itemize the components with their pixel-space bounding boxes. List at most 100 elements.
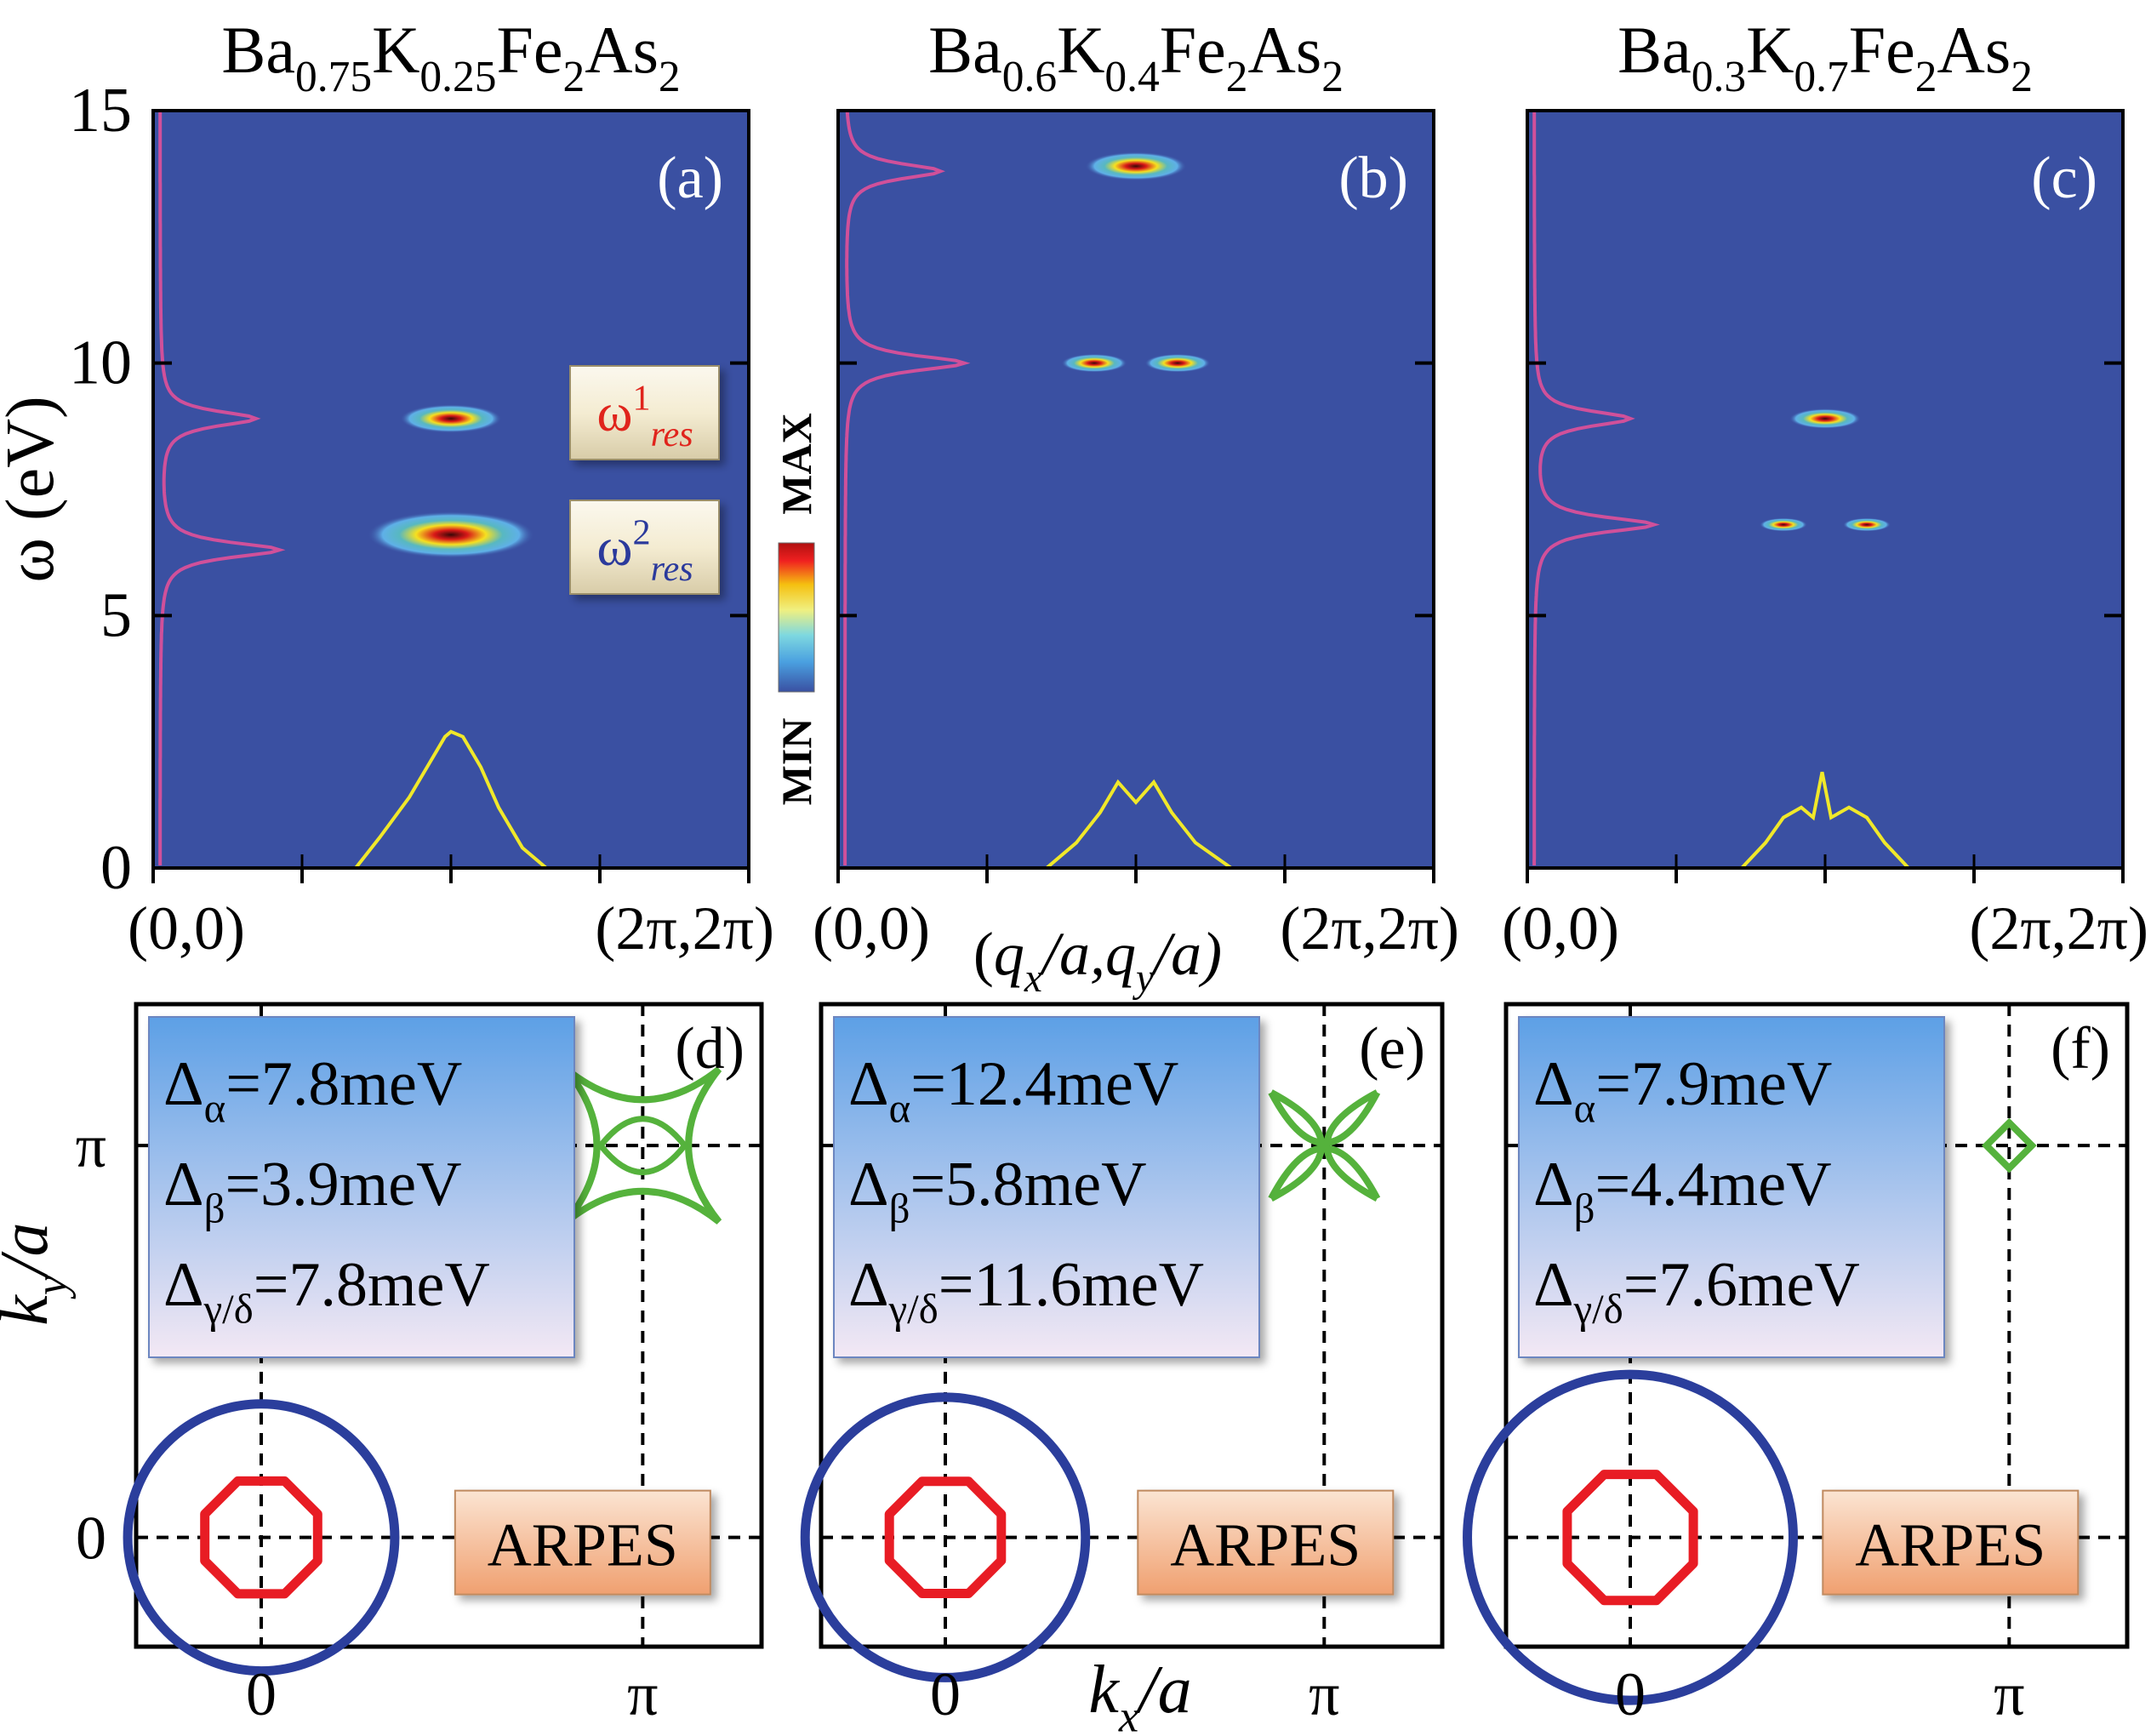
gap-value-part: =4.4meV [1595, 1150, 1831, 1219]
panel-title-part: 0.75 [295, 53, 372, 101]
colorbar: MAX MIN [773, 413, 820, 805]
gap-value: Δγ/δ=7.8meV [163, 1250, 490, 1333]
colorbar-min-label: MIN [773, 718, 820, 806]
panel-title-part: 2 [1226, 53, 1248, 101]
heatmap-bg [153, 111, 749, 868]
top-panel-1: Ba0.75K0.25Fe2As2(a)(0,0) (2π,2π) [128, 13, 774, 962]
panel-title-part: Ba [1618, 13, 1692, 87]
q-axis-label-part: q [1105, 920, 1136, 988]
colorbar-max-label-part: MAX [773, 413, 820, 514]
gap-value-part: =7.8meV [225, 1049, 462, 1119]
arpes-label: ARPES [1855, 1511, 2045, 1579]
panel-label-part: (c) [2031, 146, 2097, 211]
panel-title-part: 2 [563, 53, 585, 101]
fermi-surface-blue [123, 1399, 400, 1676]
legend-box [569, 500, 720, 595]
panel-title: Ba0.75K0.25Fe2As2 [221, 13, 680, 101]
x-tick-label-part: 0 [930, 1660, 961, 1728]
panel-label-part: (b) [1338, 146, 1408, 211]
gap-value-part: =5.8meV [910, 1150, 1146, 1219]
gap-value-part: α [1574, 1085, 1596, 1132]
x-tick-label: 0 [246, 1660, 277, 1728]
panel-title-part: As [585, 13, 659, 87]
kx-axis-label-part: k [1088, 1653, 1120, 1727]
y-tick-label: 5 [100, 580, 132, 650]
spectral-line [843, 110, 971, 865]
fermi-surface-blue [800, 1392, 1091, 1682]
panel-title-part: 2 [2011, 53, 2033, 101]
resonance-spot [368, 511, 534, 558]
spectral-line [158, 111, 286, 865]
gap-value-part: Δ [848, 1049, 889, 1119]
x-tick-label-part: (0,0) [1502, 894, 1619, 962]
y-axis-label: ω (eV) [0, 396, 68, 582]
arpes-box: ARPES [454, 1489, 711, 1596]
panel-label-part: (f) [2051, 1016, 2110, 1082]
yellow-curve [354, 729, 548, 870]
panel-label: (b) [1338, 146, 1408, 211]
q-axis-label-part: /a) [1150, 920, 1222, 988]
gap-value-part: α [889, 1085, 911, 1132]
fermi-surface-green [596, 1116, 689, 1175]
panel-title-part: 2 [659, 53, 681, 101]
panel-title-part: Fe [497, 13, 563, 87]
x-tick-label-part: 0 [246, 1660, 277, 1728]
arpes-label-part: ARPES [1855, 1511, 2045, 1579]
y-tick-label-part: 5 [100, 580, 132, 650]
gap-value-part: β [889, 1185, 910, 1232]
panel-title-part: Ba [928, 13, 1002, 87]
gap-value: Δβ=3.9meV [163, 1150, 462, 1232]
kx-axis-label-part: /a [1135, 1653, 1191, 1727]
arpes-label-part: ARPES [1170, 1511, 1361, 1579]
panel-label: (d) [675, 1016, 745, 1082]
gap-value-part: =7.8meV [254, 1250, 490, 1320]
x-tick-label: (2π,2π) [1280, 894, 1459, 962]
x-tick-label: (0,0) [813, 894, 930, 962]
gap-value: Δγ/δ=11.6meV [848, 1250, 1204, 1333]
panel-label: (f) [2051, 1016, 2110, 1082]
panel-title-part: K [1057, 13, 1104, 87]
panel-title-part: 2 [1915, 53, 1937, 101]
arpes-box: ARPES [1137, 1489, 1395, 1596]
gap-value-part: Δ [848, 1150, 889, 1219]
legend-res2: ω2res [569, 500, 720, 595]
gap-value-part: =11.6meV [939, 1250, 1204, 1320]
fermi-surface-red [1562, 1470, 1698, 1606]
panel-title-part: As [1937, 13, 2011, 87]
gap-value-part: β [1574, 1185, 1595, 1232]
gap-value-part: =3.9meV [225, 1150, 461, 1219]
ky-axis-label-part: k [0, 1294, 62, 1326]
y-tick-label: 0 [100, 833, 132, 903]
x-tick-label-part: 0 [1615, 1660, 1646, 1728]
gap-value: Δα=12.4meV [848, 1049, 1178, 1132]
panel-title-part: K [1746, 13, 1794, 87]
ky-axis-label-part: y [26, 1275, 76, 1299]
gap-value: Δα=7.8meV [163, 1049, 462, 1132]
x-tick-label-part: π [627, 1660, 658, 1728]
legend-text-part: 1 [632, 379, 650, 419]
panel-label-part: (e) [1359, 1016, 1425, 1082]
resonance-spot [1843, 517, 1891, 532]
legend-text-part: ω [596, 517, 632, 577]
panel-title-part: 0.25 [419, 53, 496, 101]
x-tick-label-part: (2π,2π) [1280, 894, 1459, 962]
q-axis-label-part: ( [973, 920, 994, 988]
fermi-surface-blue [1463, 1369, 1798, 1705]
gap-value-part: Δ [163, 1250, 204, 1320]
gap-value-part: γ/δ [1573, 1286, 1623, 1333]
panel-title-part: 0.7 [1794, 53, 1848, 101]
panel-title-part: 0.4 [1104, 53, 1159, 101]
y-tick-label: 10 [69, 328, 132, 398]
y-tick-label-part: π [76, 1112, 106, 1180]
arpes-box-bg [454, 1489, 711, 1596]
y-tick-label-part: 0 [76, 1505, 106, 1573]
panel-label-part: (d) [675, 1016, 745, 1082]
x-tick-label-part: (0,0) [128, 894, 245, 962]
legend-text-part: ω [596, 382, 632, 443]
gap-box-bg [148, 1016, 575, 1358]
gap-value-part: α [204, 1085, 226, 1132]
panel-label: (e) [1359, 1016, 1425, 1082]
